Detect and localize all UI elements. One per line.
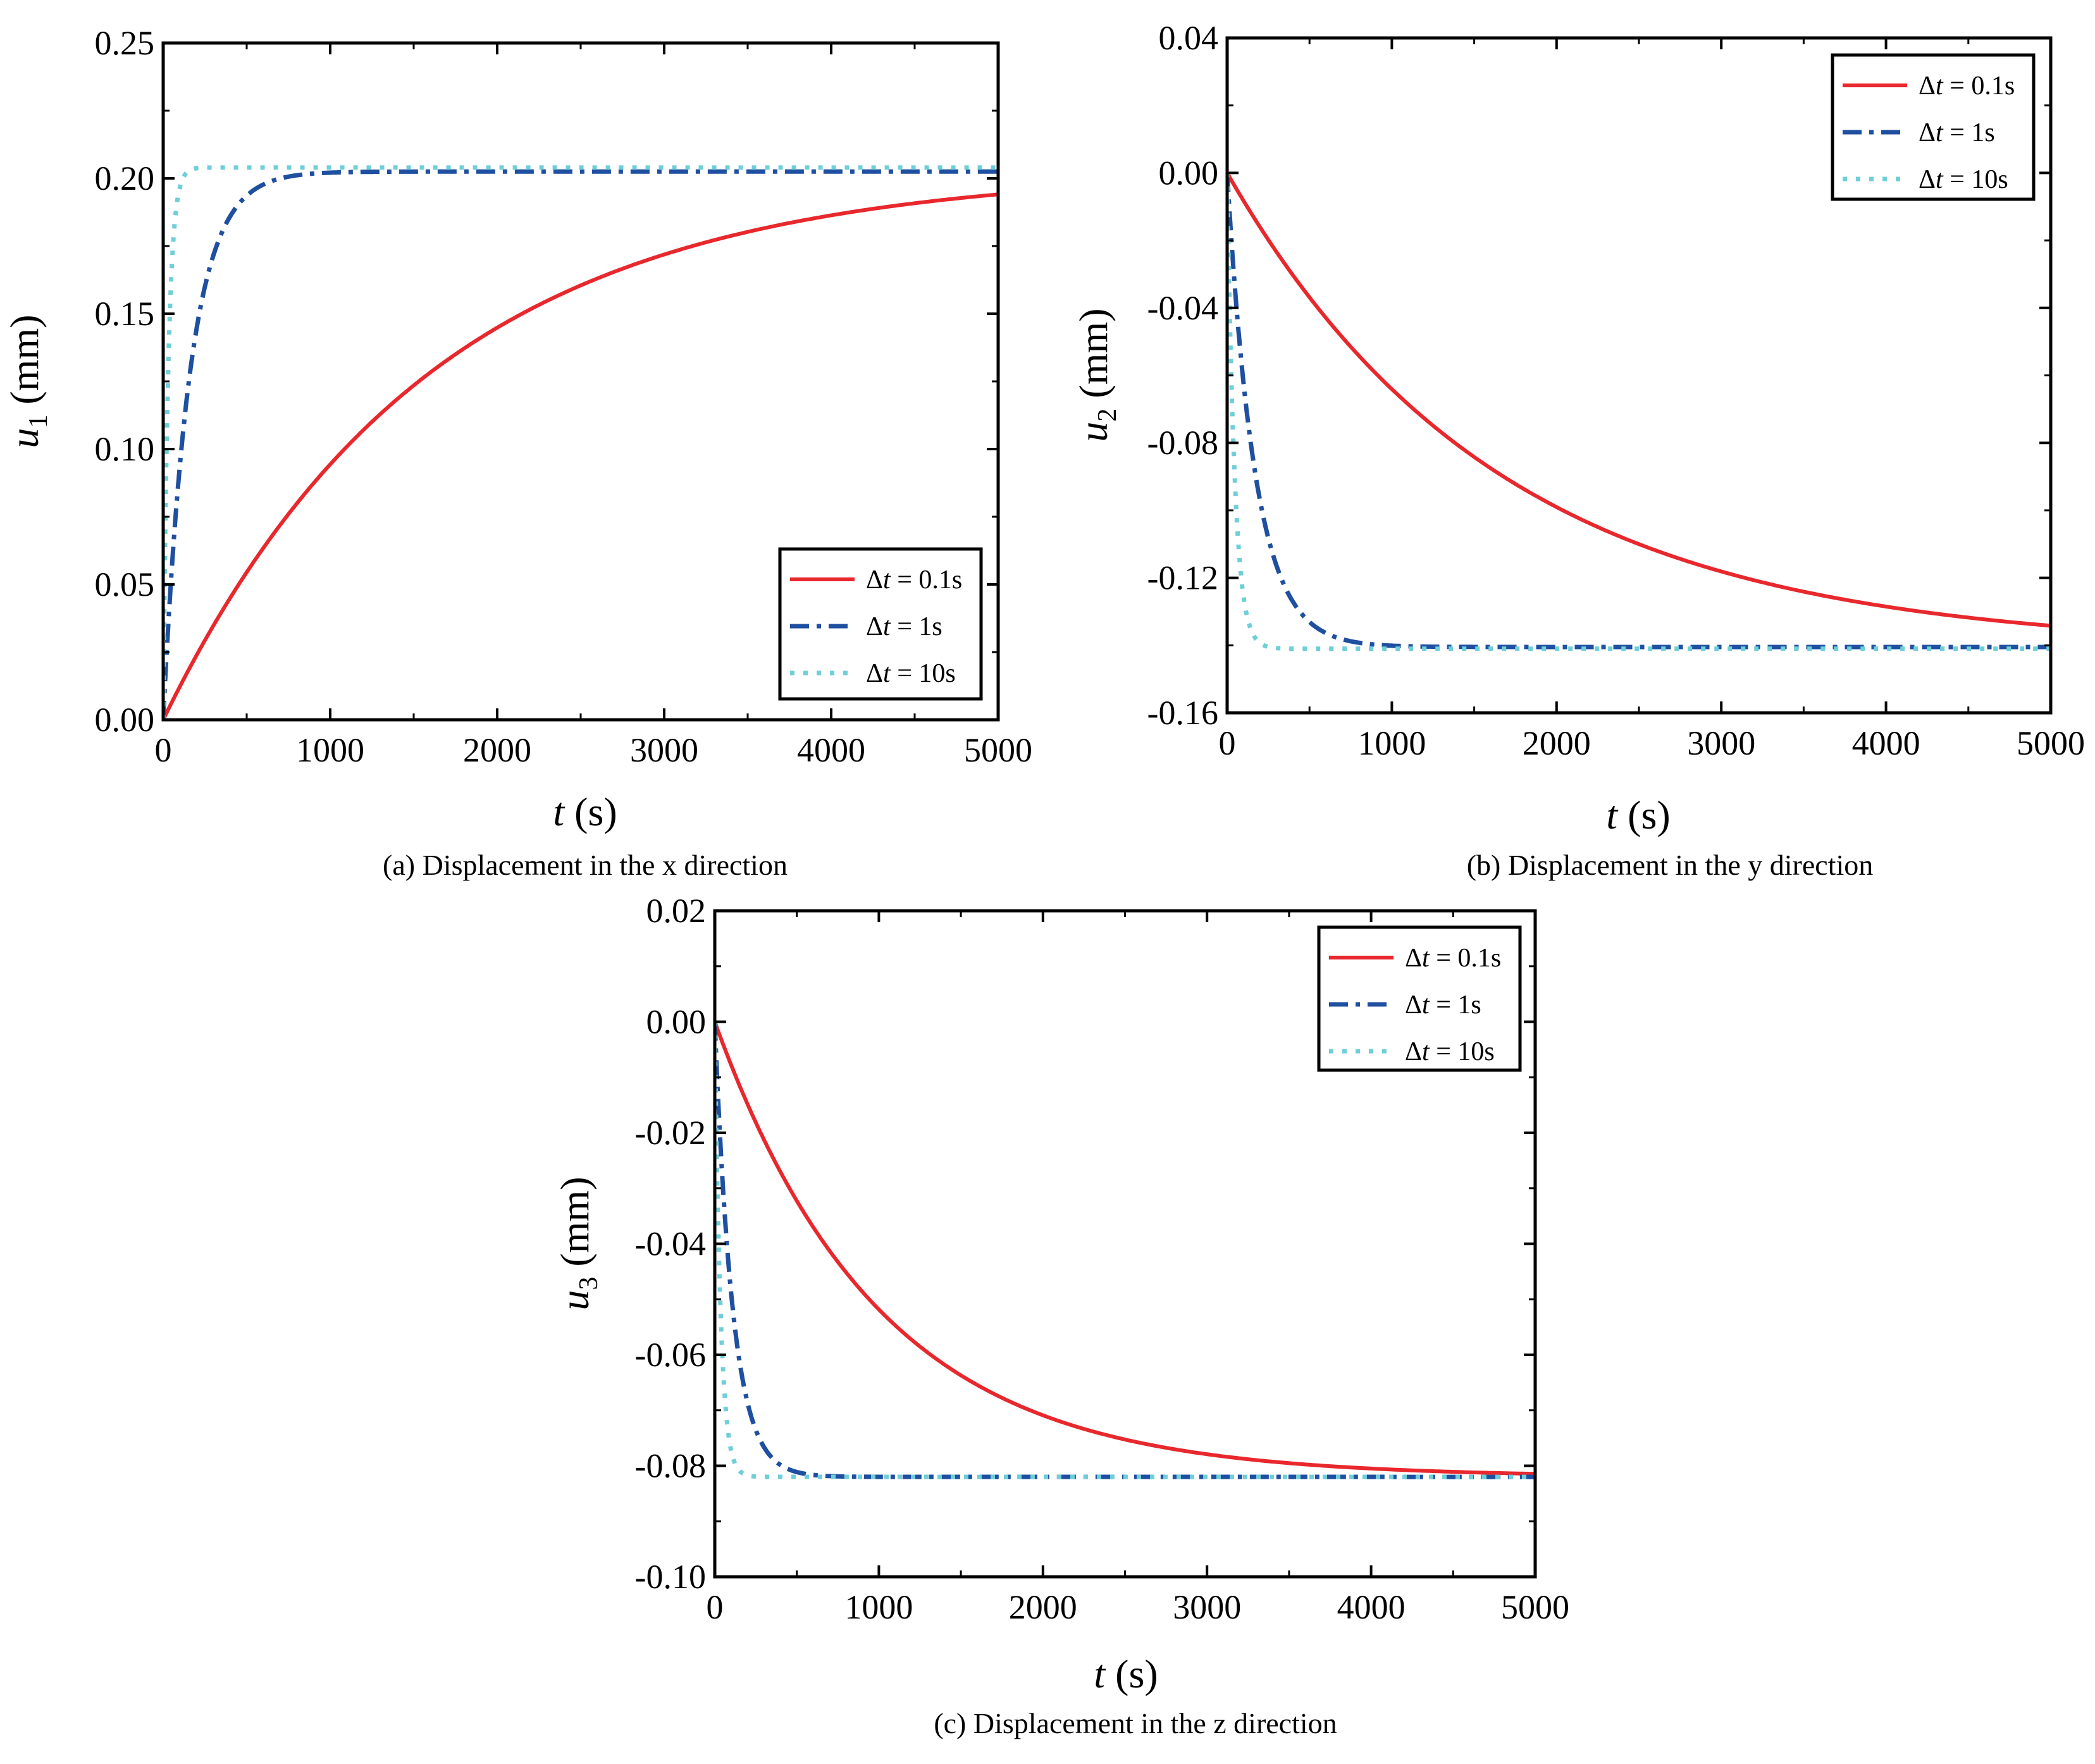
x-tick-label: 4000 [1852,724,1920,762]
legend-label-3: Δt = 10s [1919,165,2008,194]
x-tick-label: 4000 [797,731,865,769]
x-tick-label: 1000 [1357,724,1426,762]
x-axis-title: t (s) [1606,793,1670,837]
chart-panel-a: 0 1000 2000 3000 4000 5000 0.00 0.05 0.10 0.15 0.2… [2,24,1032,881]
y-tick-label: 0.20 [95,159,155,197]
series-line-1 [163,192,998,720]
legend-label-1: Δt = 0.1s [1405,944,1501,973]
y-tick-label: -0.10 [635,1558,706,1596]
legend-label-1: Δt = 0.1s [866,565,962,595]
x-axis-title: t (s) [1094,1651,1158,1696]
series-line-3 [715,1021,1535,1479]
x-tick-label: 4000 [1337,1588,1406,1626]
y-tick-label: -0.02 [635,1114,706,1152]
x-tick-label: 2000 [463,731,531,769]
y-tick-label: -0.04 [1147,289,1218,327]
x-tick-label: 0 [707,1588,724,1626]
caption: (c) Displacement in the z direction [934,1707,1337,1739]
y-tick-label: -0.06 [635,1336,706,1374]
legend: Δt = 0.1s Δt = 1s Δt = 10s [1831,53,2036,201]
y-tick-label: 0.04 [1159,19,1219,57]
legend-label-2: Δt = 1s [1405,990,1481,1020]
series-line-1 [715,1020,1535,1476]
x-tick-label: 3000 [1173,1588,1241,1626]
legend: Δt = 0.1s Δt = 1s Δt = 10s [778,547,983,701]
y-tick-label: -0.08 [635,1447,706,1485]
y-tick-label: 0.10 [95,430,155,468]
series-line-3 [163,165,998,720]
y-tick-label: 0.00 [1159,154,1219,192]
chart-panel-c: 0 1000 2000 3000 4000 5000 -0.10 -0.08 -0.06 -0.0… [552,892,1569,1739]
legend-label-3: Δt = 10s [866,659,956,688]
x-tick-label: 0 [1219,724,1236,762]
x-tick-label: 2000 [1523,724,1591,762]
y-axis-title: u1 (mm) [2,314,53,448]
y-tick-label: -0.12 [1147,559,1218,597]
x-tick-label: 0 [155,731,172,769]
x-tick-label: 3000 [1687,724,1755,762]
legend-label-2: Δt = 1s [866,612,942,641]
chart-panel-b: 0 1000 2000 3000 4000 5000 -0.16 -0.12 -0.08 -0.0… [1071,19,2085,881]
x-tick-label: 2000 [1009,1588,1077,1626]
y-tick-label: -0.08 [1147,424,1218,462]
legend: Δt = 0.1s Δt = 1s Δt = 10s [1317,925,1522,1072]
y-tick-label: 0.00 [646,1003,707,1041]
x-tick-label: 5000 [964,731,1032,769]
y-tick-label: -0.04 [635,1225,706,1263]
y-tick-label: 0.05 [95,565,155,603]
y-axis-title: u3 (mm) [552,1176,603,1310]
legend-box [778,547,983,701]
y-axis-title: u2 (mm) [1071,308,1122,441]
x-tick-label: 1000 [296,731,364,769]
series-line-3 [1227,173,2051,651]
series-line-2 [1227,171,2051,650]
x-tick-label: 3000 [630,731,698,769]
x-tick-label: 1000 [844,1588,913,1626]
legend-label-1: Δt = 0.1s [1919,71,2015,101]
x-axis-title: t (s) [553,789,617,834]
caption: (a) Displacement in the x direction [383,849,788,881]
legend-label-2: Δt = 1s [1919,118,1995,147]
x-tick-label: 5000 [1501,1588,1569,1626]
y-tick-label: 0.15 [95,295,155,333]
series-line-2 [163,169,998,720]
caption: (b) Displacement in the y direction [1467,849,1874,881]
legend-box [1831,53,2036,201]
legend-label-3: Δt = 10s [1405,1037,1495,1066]
y-tick-label: -0.16 [1147,694,1218,732]
plot-area [163,165,998,720]
legend-box [1317,925,1522,1072]
plot-area [1227,171,2051,651]
y-tick-label: 0.25 [95,24,155,62]
series-line-1 [1227,171,2051,628]
y-tick-label: 0.02 [646,892,707,930]
y-tick-label: 0.00 [95,701,155,739]
series-line-2 [715,1021,1535,1479]
plot-area [715,1020,1535,1479]
x-tick-label: 5000 [2017,724,2085,762]
